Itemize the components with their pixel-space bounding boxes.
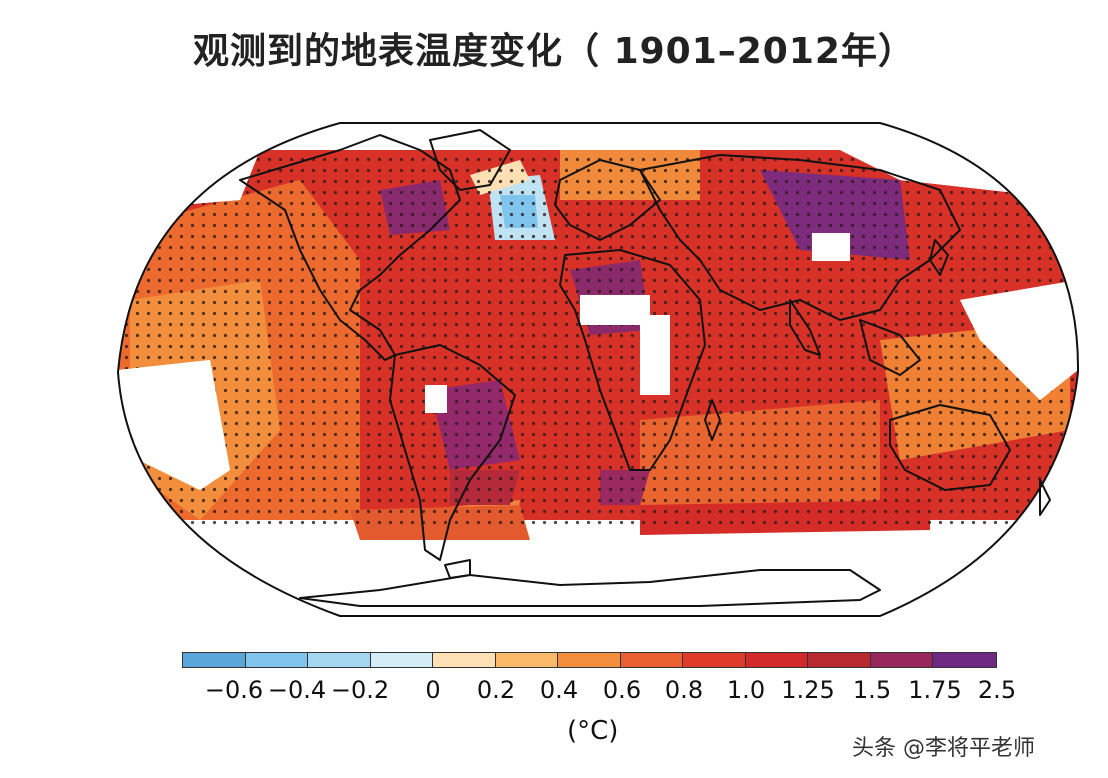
colorbar-tick-label: 1.25 — [781, 676, 835, 704]
colorbar-bin-6 — [558, 653, 621, 667]
colorbar-bin-2 — [308, 653, 371, 667]
colorbar-tick-label: 0.6 — [602, 676, 642, 704]
unit-label: (°C) — [567, 716, 619, 746]
colorbar-tick-label: 0 — [425, 676, 441, 704]
map-title: 观测到的地表温度变化（ 1901–2012年） — [193, 31, 915, 72]
globe-outline — [116, 122, 1080, 617]
colorbar-tick-label: −0.2 — [330, 676, 390, 704]
colorbar-tick-label: −0.6 — [204, 676, 264, 704]
colorbar — [182, 652, 997, 668]
colorbar-bin-1 — [245, 653, 308, 667]
colorbar-tick-label: 1.5 — [852, 676, 892, 704]
coastlines — [239, 129, 1051, 607]
colorbar-bin-3 — [370, 653, 433, 667]
colorbar-tick-label: 0.2 — [476, 676, 516, 704]
colorbar-tick-label: 2.5 — [977, 676, 1017, 704]
temperature-field — [118, 123, 1079, 616]
colorbar-bin-5 — [495, 653, 558, 667]
colorbar-bin-7 — [620, 653, 683, 667]
colorbar-tick-label: 0.8 — [664, 676, 704, 704]
colorbar-tick-label: −0.4 — [267, 676, 327, 704]
colorbar-bin-12 — [933, 653, 996, 667]
watermark: 头条 @李将平老师 — [852, 736, 1035, 761]
colorbar-bin-10 — [808, 653, 871, 667]
colorbar-bin-9 — [745, 653, 808, 667]
colorbar-tick-label: 1.0 — [726, 676, 766, 704]
colorbar-tick-label: 0.4 — [539, 676, 579, 704]
colorbar-bin-8 — [683, 653, 746, 667]
colorbar-bin-11 — [870, 653, 933, 667]
colorbar-bin-4 — [433, 653, 496, 667]
colorbar-tick-label: 1.75 — [908, 676, 962, 704]
colorbar-bin-0 — [183, 653, 246, 667]
